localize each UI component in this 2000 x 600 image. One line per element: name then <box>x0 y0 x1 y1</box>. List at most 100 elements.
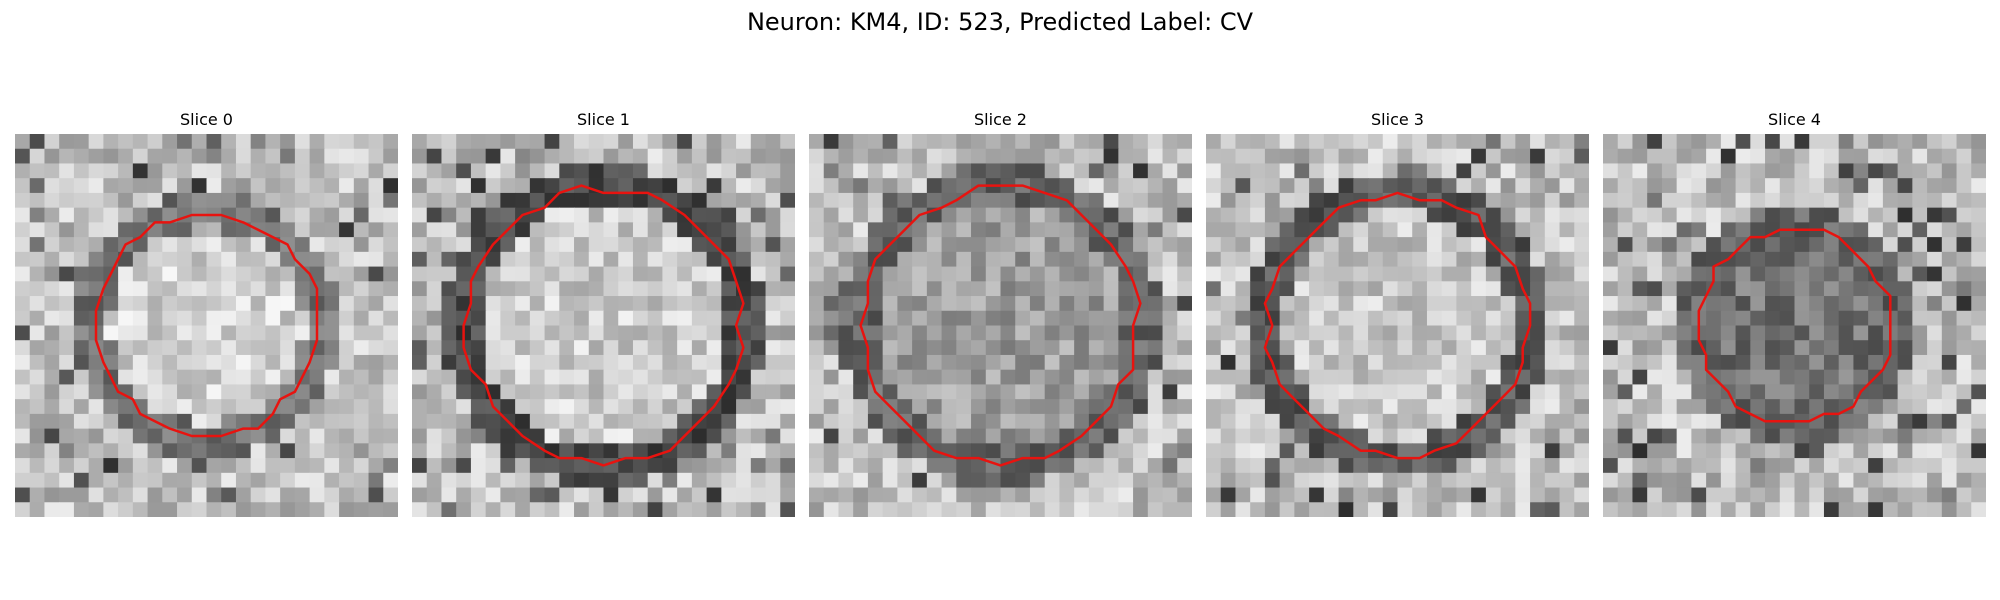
image-pixel <box>1530 428 1546 444</box>
image-pixel <box>515 266 531 282</box>
image-pixel <box>971 487 987 503</box>
image-pixel <box>632 178 649 194</box>
image-pixel <box>956 134 972 150</box>
image-pixel <box>1397 413 1413 430</box>
image-pixel <box>1779 178 1796 194</box>
image-pixel <box>750 251 767 268</box>
image-pixel <box>426 413 443 430</box>
image-pixel <box>44 192 60 209</box>
image-pixel <box>1647 428 1663 444</box>
image-pixel <box>765 399 781 415</box>
image-pixel <box>1044 310 1061 327</box>
image-pixel <box>470 148 487 165</box>
image-pixel <box>103 281 119 297</box>
image-pixel <box>265 502 281 517</box>
image-pixel <box>235 325 252 341</box>
image-pixel <box>1220 354 1237 371</box>
image-pixel <box>559 340 575 356</box>
image-pixel <box>29 281 46 297</box>
image-pixel <box>618 384 634 400</box>
image-pixel <box>1015 325 1031 341</box>
image-pixel <box>73 207 90 223</box>
image-pixel <box>324 207 340 223</box>
image-pixel <box>1809 413 1825 430</box>
image-pixel <box>456 222 472 238</box>
image-pixel <box>1647 384 1663 400</box>
image-pixel <box>1426 281 1443 297</box>
image-pixel <box>29 310 46 327</box>
image-pixel <box>1661 222 1678 238</box>
image-pixel <box>1765 384 1781 400</box>
image-pixel <box>88 251 104 268</box>
image-pixel <box>838 399 854 415</box>
image-pixel <box>339 163 355 179</box>
image-pixel <box>191 163 208 179</box>
image-pixel <box>294 178 311 194</box>
image-pixel <box>1500 192 1516 209</box>
image-pixel <box>147 354 163 371</box>
image-pixel <box>118 310 134 327</box>
image-pixel <box>470 502 487 517</box>
image-pixel <box>1765 487 1781 503</box>
image-pixel <box>1544 266 1561 282</box>
image-pixel <box>1264 237 1281 253</box>
image-pixel <box>662 340 678 356</box>
image-pixel <box>1897 266 1913 282</box>
image-pixel <box>1177 251 1192 268</box>
image-pixel <box>1500 340 1516 356</box>
image-pixel <box>1264 296 1281 312</box>
image-pixel <box>191 296 208 312</box>
image-pixel <box>1471 369 1487 386</box>
image-pixel <box>662 134 678 150</box>
image-pixel <box>162 354 178 371</box>
image-pixel <box>73 163 90 179</box>
image-pixel <box>1323 384 1340 400</box>
image-pixel <box>132 340 149 356</box>
image-pixel <box>867 178 884 194</box>
image-pixel <box>1338 296 1354 312</box>
image-pixel <box>1838 310 1855 327</box>
slice-panel-2: Slice 2 <box>809 108 1192 517</box>
image-pixel <box>1177 178 1192 194</box>
image-pixel <box>1235 251 1251 268</box>
image-pixel <box>1264 458 1281 474</box>
image-pixel <box>206 281 222 297</box>
image-pixel <box>1897 340 1913 356</box>
image-pixel <box>426 281 443 297</box>
image-pixel <box>1544 163 1561 179</box>
image-pixel <box>470 207 487 223</box>
image-pixel <box>662 192 678 209</box>
image-pixel <box>191 266 208 282</box>
image-pixel <box>1323 458 1340 474</box>
image-pixel <box>412 325 428 341</box>
image-pixel <box>250 296 267 312</box>
image-pixel <box>191 325 208 341</box>
image-pixel <box>1309 487 1325 503</box>
image-pixel <box>1456 369 1472 386</box>
image-pixel <box>515 310 531 327</box>
image-pixel <box>971 458 987 474</box>
image-pixel <box>1632 325 1648 341</box>
image-pixel <box>603 163 619 179</box>
image-pixel <box>1382 178 1399 194</box>
image-pixel <box>809 310 825 327</box>
image-pixel <box>1441 178 1458 194</box>
image-pixel <box>1441 148 1458 165</box>
image-pixel <box>1382 369 1399 386</box>
image-pixel <box>1809 340 1825 356</box>
image-pixel <box>103 310 119 327</box>
image-pixel <box>632 251 649 268</box>
image-pixel <box>1059 458 1075 474</box>
image-pixel <box>1147 281 1164 297</box>
image-pixel <box>1750 413 1766 430</box>
image-pixel <box>1868 502 1884 517</box>
image-pixel <box>647 266 664 282</box>
image-pixel <box>470 443 487 459</box>
image-pixel <box>1162 399 1178 415</box>
image-pixel <box>897 163 913 179</box>
image-pixel <box>1617 354 1634 371</box>
image-pixel <box>1647 296 1663 312</box>
image-pixel <box>867 148 884 165</box>
image-pixel <box>1500 237 1516 253</box>
image-pixel <box>632 163 649 179</box>
